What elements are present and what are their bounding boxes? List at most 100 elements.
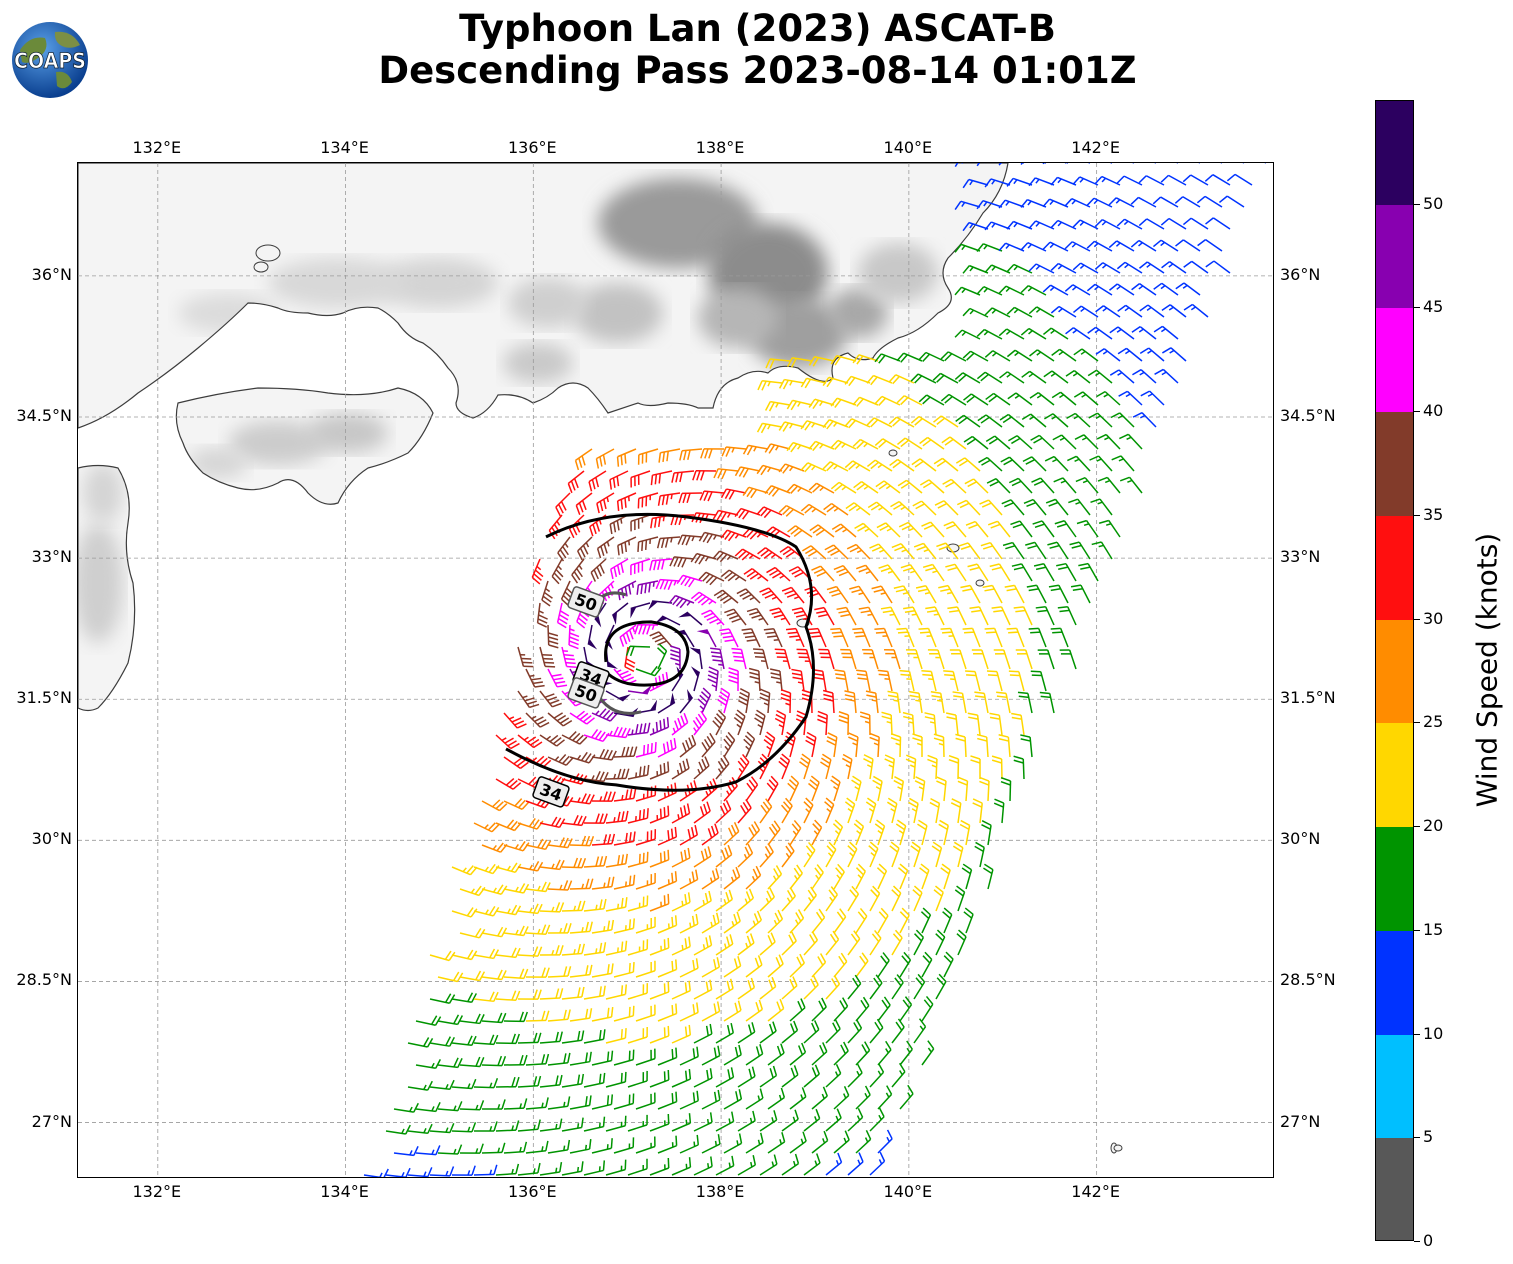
wind-barb [605, 1071, 627, 1088]
wind-barb [896, 627, 915, 648]
wind-barb [787, 525, 813, 538]
wind-barb [981, 820, 992, 846]
wind-barb [547, 1096, 571, 1110]
wind-barb [863, 754, 874, 780]
wind-barb [649, 761, 670, 780]
wind-barb [583, 729, 610, 743]
contour-label-34-outer: 34 [532, 776, 570, 808]
wind-barb [778, 753, 791, 780]
wind-barb [974, 841, 985, 868]
wind-barb [1086, 197, 1113, 208]
wind-barb [613, 1137, 635, 1154]
wind-barb [759, 587, 783, 604]
wind-barb [451, 865, 478, 876]
wind-barb [989, 563, 1011, 582]
wind-barb [1050, 305, 1077, 318]
wind-barb [587, 624, 598, 650]
axis-tick-label: 33°N [1280, 547, 1321, 567]
wind-barb [596, 536, 615, 559]
wind-barb [955, 414, 981, 428]
wind-barb [818, 648, 835, 670]
wind-barb [964, 478, 989, 494]
wind-barb [575, 492, 593, 516]
wind-barb [877, 996, 891, 1022]
wind-barb [437, 1014, 464, 1026]
wind-barb [627, 722, 651, 736]
wind-barb [1050, 176, 1077, 186]
wind-barb [905, 649, 923, 670]
wind-barb [737, 1022, 756, 1044]
wind-barb [1020, 285, 1047, 296]
wind-barb [605, 810, 629, 824]
wind-barb [1000, 456, 1025, 472]
wind-barb [745, 910, 763, 934]
wind-barb [1022, 456, 1047, 472]
wind-barb [393, 1146, 419, 1157]
wind-barb [811, 819, 823, 846]
wind-barb [765, 358, 791, 369]
wind-barb [437, 1144, 463, 1155]
wind-barb [590, 558, 607, 582]
wind-barb [1154, 368, 1179, 384]
wind-barb [1023, 498, 1047, 516]
wind-barb [1131, 326, 1157, 340]
wind-barb [596, 492, 615, 514]
wind-barb [707, 666, 719, 692]
wind-barb [655, 615, 681, 626]
wind-barb [865, 690, 879, 714]
wind-barb [503, 712, 527, 729]
wind-barb [1006, 263, 1033, 274]
wind-barb [766, 775, 779, 802]
wind-barb [811, 908, 826, 934]
wind-barb [701, 609, 725, 626]
wind-barb [715, 1111, 735, 1132]
wind-barb [899, 669, 915, 692]
wind-barb [759, 887, 776, 912]
wind-barb [649, 805, 670, 824]
wind-barb [495, 734, 520, 750]
wind-barb [693, 756, 710, 780]
wind-barb [852, 354, 879, 365]
chart-title: Typhoon Lan (2023) ASCAT-B Descending Pa… [160, 8, 1355, 92]
wind-barb [912, 500, 937, 516]
wind-barb [1078, 562, 1099, 582]
wind-barb [1010, 520, 1033, 538]
wind-barb [803, 975, 819, 1000]
wind-barb [539, 1074, 563, 1088]
wind-barb [836, 606, 857, 626]
wind-barb [1064, 241, 1091, 252]
wind-barb [977, 414, 1003, 428]
colorbar-tick-mark [1414, 203, 1420, 205]
wind-barb [719, 628, 739, 648]
map-panel[interactable]: 34 50 34 50 [77, 162, 1274, 1178]
wind-barb [826, 585, 849, 604]
wind-barb [908, 797, 919, 824]
wind-barb [811, 1042, 828, 1066]
wind-barb [800, 462, 827, 473]
wind-barb [701, 732, 716, 758]
wind-barb [611, 602, 629, 625]
wind-barb [767, 909, 784, 934]
wind-barb [938, 819, 949, 846]
wind-barb [800, 420, 827, 431]
wind-barb [912, 733, 923, 758]
wind-barb [539, 1031, 563, 1044]
wind-barb [696, 629, 717, 648]
wind-barb [869, 543, 893, 560]
wind-barb [911, 458, 937, 472]
wind-barb [547, 837, 573, 849]
wind-barb [517, 734, 543, 749]
wind-barb [1065, 369, 1091, 384]
wind-barb [650, 470, 673, 486]
wind-barb [635, 916, 656, 934]
colorbar-segment [1376, 308, 1413, 413]
wind-barb [764, 485, 791, 497]
wind-barb [1031, 477, 1055, 494]
wind-barb [737, 843, 754, 868]
wind-barb [952, 691, 967, 714]
wind-barb [824, 544, 849, 560]
wind-barb [910, 415, 937, 428]
wind-barb [855, 1129, 872, 1154]
wind-barb [808, 482, 835, 494]
wind-barb [1006, 177, 1033, 187]
